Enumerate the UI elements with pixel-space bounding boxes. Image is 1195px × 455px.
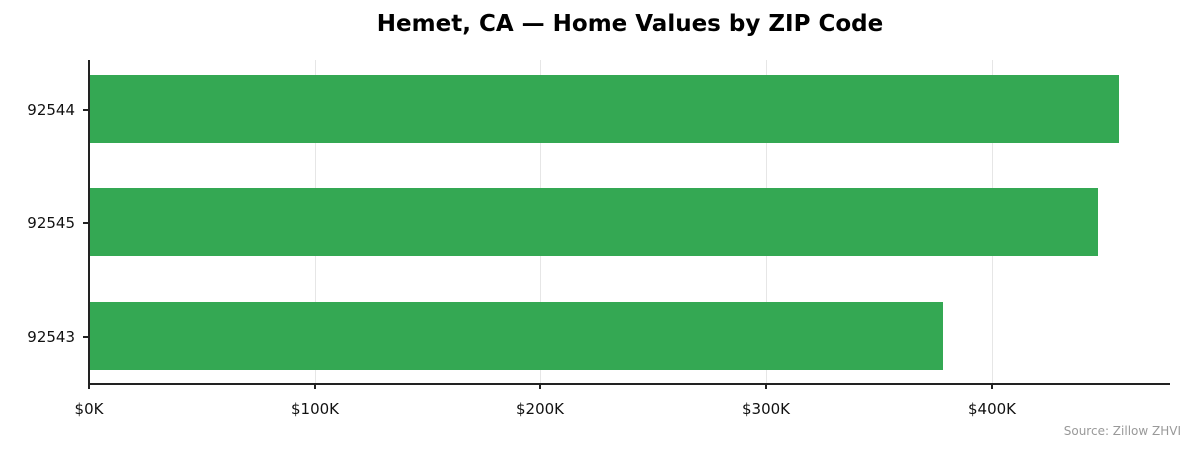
x-tick [765,384,767,389]
x-tick [539,384,541,389]
x-label-300k: $300K [741,400,791,418]
x-axis-line [88,383,1170,385]
chart-title: Hemet, CA — Home Values by ZIP Code [376,11,884,37]
y-label-92544: 92544 [27,101,75,119]
y-axis-line [88,60,90,386]
y-label-92545: 92545 [27,214,75,232]
plot-area [89,60,1170,384]
x-tick [88,384,90,389]
y-tick [83,336,88,338]
x-tick [314,384,316,389]
y-tick [83,222,88,224]
x-label-400k: $400K [967,400,1017,418]
bar-92543 [89,302,943,370]
bar-92544 [89,75,1119,143]
bar-92545 [89,188,1098,256]
x-tick [991,384,993,389]
x-label-200k: $200K [515,400,565,418]
y-tick [83,109,88,111]
y-label-92543: 92543 [27,328,75,346]
source-annotation: Source: Zillow ZHVI [1063,424,1181,438]
x-label-0k: $0K [74,400,104,418]
x-label-100k: $100K [290,400,340,418]
